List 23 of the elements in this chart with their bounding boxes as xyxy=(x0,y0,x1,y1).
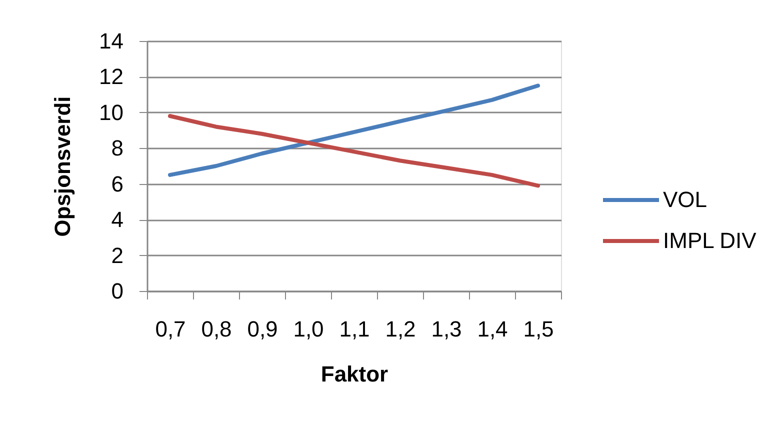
x-tick-label: 0,9 xyxy=(247,316,278,342)
x-tick-label: 1,2 xyxy=(385,316,416,342)
x-tick-label: 1,5 xyxy=(523,316,554,342)
y-tick-label: 14 xyxy=(99,28,124,54)
line-series xyxy=(168,84,540,177)
line-series xyxy=(168,114,540,188)
x-axis-title: Faktor xyxy=(320,362,389,386)
legend-label: IMPL DIV xyxy=(663,228,757,253)
y-tick-label: 2 xyxy=(111,242,124,268)
x-tick-label: 0,8 xyxy=(201,316,232,342)
x-tick-label: 1,0 xyxy=(293,316,324,342)
x-tick-label: 1,4 xyxy=(477,316,508,342)
x-tick-label: 1,1 xyxy=(339,316,370,342)
y-tick-label: 10 xyxy=(99,100,124,125)
x-tick-label: 0,7 xyxy=(155,316,186,342)
y-axis-title: Opsjonsverdi xyxy=(50,96,76,237)
y-tick-label: 6 xyxy=(111,171,124,196)
y-tick-label: 8 xyxy=(111,136,124,161)
x-tick-label: 1,3 xyxy=(431,316,462,342)
y-tick-label: 4 xyxy=(111,207,124,232)
y-tick-label: 0 xyxy=(111,278,124,304)
y-tick-label: 12 xyxy=(99,64,124,90)
legend-label: VOL xyxy=(663,187,708,212)
